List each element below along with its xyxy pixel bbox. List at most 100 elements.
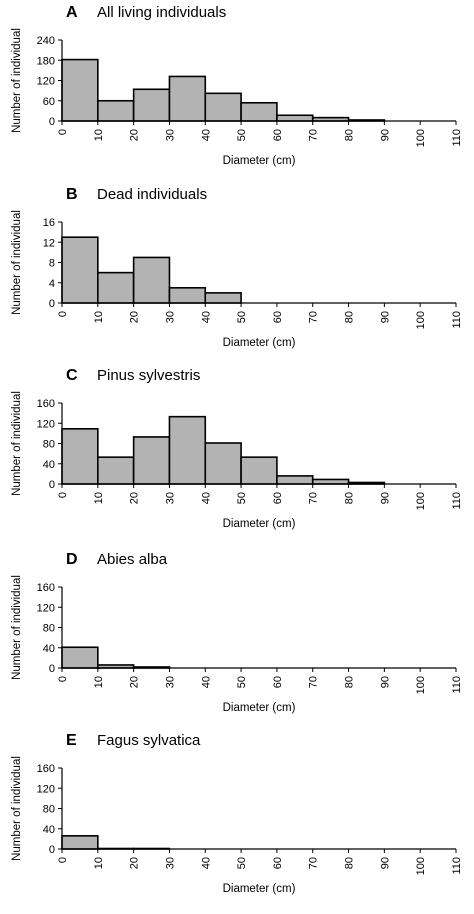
chart-panel-c: 0 40 80 120 160 0 10 20 30 40 50 60 70 80 90 100 110 Diam… <box>11 367 463 530</box>
y-tick-label: 40 <box>43 643 55 655</box>
chart-panel-a: 0 60 120 180 240 0 10 20 30 40 50 60 70 80 90 100 110 Dia… <box>11 4 463 167</box>
y-axis-title: Number of individual <box>11 391 23 496</box>
x-tick-label: 50 <box>236 311 248 323</box>
x-tick-label: 0 <box>57 857 69 863</box>
x-tick-label: 20 <box>129 676 141 688</box>
histogram-bar <box>311 478 350 485</box>
y-tick-label: 120 <box>37 783 55 795</box>
x-tick-label: 100 <box>415 129 427 147</box>
y-tick-label: 180 <box>37 55 55 67</box>
y-tick-label: 0 <box>49 479 55 491</box>
y-axis-title: Number of individual <box>11 575 23 680</box>
x-tick-label: 90 <box>379 676 391 688</box>
x-tick-label: 30 <box>164 311 176 323</box>
y-tick-label: 80 <box>43 623 55 635</box>
x-tick-label: 60 <box>272 492 284 504</box>
histogram-bar <box>204 292 242 304</box>
x-tick-label: 80 <box>344 492 356 504</box>
histogram-bar <box>240 101 278 122</box>
y-tick-label: 0 <box>49 116 55 128</box>
x-tick-label: 70 <box>308 311 320 323</box>
y-tick-label: 80 <box>43 439 55 451</box>
y-tick-label: 8 <box>49 258 55 270</box>
x-tick-label: 90 <box>379 311 391 323</box>
panel-title: Dead individuals <box>97 186 207 203</box>
x-tick-label: 0 <box>57 492 69 498</box>
panel-letter: A <box>66 4 78 21</box>
histogram-bar <box>240 456 278 485</box>
y-tick-label: 0 <box>49 298 55 310</box>
histogram-bar <box>61 58 99 122</box>
x-tick-label: 60 <box>272 676 284 688</box>
x-tick-label: 110 <box>451 676 463 694</box>
y-tick-label: 12 <box>43 237 55 249</box>
x-tick-label: 80 <box>344 676 356 688</box>
y-tick-label: 80 <box>43 804 55 816</box>
y-tick-label: 120 <box>37 76 55 88</box>
x-tick-label: 70 <box>308 676 320 688</box>
histogram-bar <box>61 236 99 304</box>
x-tick-label: 110 <box>451 129 463 147</box>
x-tick-label: 110 <box>451 857 463 875</box>
x-tick-label: 90 <box>379 129 391 141</box>
x-tick-label: 100 <box>415 857 427 875</box>
panel-letter: B <box>66 186 78 203</box>
y-tick-label: 160 <box>37 763 55 775</box>
histogram-bar <box>276 475 314 485</box>
x-tick-label: 110 <box>451 311 463 329</box>
x-tick-label: 20 <box>129 129 141 141</box>
x-tick-label: 70 <box>308 492 320 504</box>
y-axis-title: Number of individual <box>11 210 23 315</box>
histogram-bar <box>97 456 135 485</box>
x-tick-label: 20 <box>129 311 141 323</box>
x-tick-label: 20 <box>129 857 141 869</box>
y-axis-title: Number of individual <box>11 28 23 133</box>
histogram-bar <box>97 271 135 304</box>
x-tick-label: 60 <box>272 311 284 323</box>
histogram-bar <box>132 88 171 122</box>
x-axis-title: Diameter (cm) <box>223 155 296 167</box>
x-tick-label: 10 <box>93 492 105 504</box>
panel-letter: E <box>66 732 77 749</box>
y-tick-label: 40 <box>43 824 55 836</box>
x-tick-label: 10 <box>93 857 105 869</box>
histogram-bar <box>276 114 314 122</box>
x-tick-label: 40 <box>200 676 212 688</box>
histogram-bar <box>132 436 171 485</box>
x-tick-label: 70 <box>308 129 320 141</box>
x-tick-label: 110 <box>451 492 463 510</box>
histogram-bar <box>132 256 171 304</box>
histogram-bar <box>97 99 135 122</box>
x-tick-label: 80 <box>344 857 356 869</box>
x-tick-label: 90 <box>379 492 391 504</box>
x-tick-label: 30 <box>164 129 176 141</box>
x-tick-label: 100 <box>415 676 427 694</box>
x-tick-label: 80 <box>344 311 356 323</box>
chart-panel-d: 0 40 80 120 160 0 10 20 30 40 50 60 70 80 90 100 110 Diam… <box>11 551 463 714</box>
histogram-bar <box>61 835 99 850</box>
y-tick-label: 160 <box>37 582 55 594</box>
y-tick-label: 40 <box>43 459 55 471</box>
histogram-bar <box>168 287 207 304</box>
panel-title: Fagus sylvatica <box>97 732 201 749</box>
panel-letter: D <box>66 551 78 568</box>
x-tick-label: 30 <box>164 492 176 504</box>
panel-title: Pinus sylvestris <box>97 367 200 384</box>
y-tick-label: 0 <box>49 663 55 675</box>
x-tick-label: 100 <box>415 492 427 510</box>
histogram-bar <box>204 442 242 485</box>
chart-panel-b: 0 4 8 12 16 0 10 20 30 40 50 60 70 80 90 100 110 Diameter… <box>11 186 463 349</box>
x-axis-title: Diameter (cm) <box>223 883 296 895</box>
histogram-bar <box>61 646 99 669</box>
x-tick-label: 10 <box>93 129 105 141</box>
panel-title: All living individuals <box>97 4 226 21</box>
x-tick-label: 80 <box>344 129 356 141</box>
x-tick-label: 0 <box>57 311 69 317</box>
y-tick-label: 16 <box>43 217 55 229</box>
x-axis-title: Diameter (cm) <box>223 337 296 349</box>
x-tick-label: 20 <box>129 492 141 504</box>
y-tick-label: 4 <box>49 278 55 290</box>
x-tick-label: 50 <box>236 129 248 141</box>
x-tick-label: 90 <box>379 857 391 869</box>
x-tick-label: 70 <box>308 857 320 869</box>
